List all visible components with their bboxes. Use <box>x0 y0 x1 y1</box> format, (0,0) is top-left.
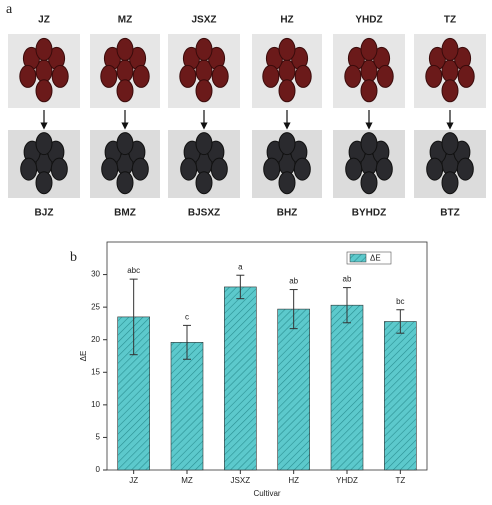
legend-label: ΔE <box>370 254 381 263</box>
jujube <box>116 132 134 156</box>
jujube <box>262 64 280 88</box>
y-axis-label: ΔE <box>79 351 88 362</box>
photo-label: BTZ <box>440 208 459 219</box>
jujube <box>35 79 53 103</box>
jujube <box>278 132 296 156</box>
jujube <box>195 79 213 103</box>
jujube <box>375 157 393 181</box>
jujube <box>19 64 37 88</box>
jujube <box>425 64 443 88</box>
annotation: a <box>238 262 243 271</box>
x-tick-label: TZ <box>395 476 405 485</box>
jujube <box>293 157 311 181</box>
jujube <box>116 37 134 61</box>
y-tick-label: 25 <box>91 302 100 311</box>
jujube <box>100 64 118 88</box>
jujube <box>101 157 119 181</box>
jujube <box>116 79 134 103</box>
y-tick-label: 5 <box>96 433 101 442</box>
bar <box>330 304 364 471</box>
bar <box>170 342 204 471</box>
bar <box>277 308 310 471</box>
jujube <box>195 132 213 156</box>
panel-label: b <box>70 250 77 265</box>
jujube <box>35 132 53 156</box>
x-tick-label: JSXZ <box>231 476 251 485</box>
jujube <box>278 79 296 103</box>
jujube <box>345 157 363 181</box>
y-tick-label: 20 <box>91 335 100 344</box>
y-tick-label: 0 <box>96 465 101 474</box>
plot-frame <box>106 241 428 471</box>
y-tick-label: 10 <box>91 400 100 409</box>
jujube <box>50 157 68 181</box>
y-tick-label: 15 <box>91 367 100 376</box>
jujube <box>360 37 378 61</box>
photo-label: TZ <box>444 15 456 26</box>
jujube <box>51 64 69 88</box>
photo-label: BJSXZ <box>188 208 220 219</box>
jujube <box>35 37 53 61</box>
annotation: ab <box>289 277 298 286</box>
x-tick-label: HZ <box>288 476 299 485</box>
jujube <box>441 171 459 195</box>
annotation: ab <box>343 275 352 284</box>
photo-label: BJZ <box>35 208 54 219</box>
annotation: c <box>185 312 189 321</box>
annotation: bc <box>396 297 404 306</box>
photo-label: BHZ <box>277 208 298 219</box>
annotation: abc <box>127 266 140 275</box>
jujube <box>360 171 378 195</box>
jujube <box>180 157 198 181</box>
jujube <box>195 37 213 61</box>
jujube <box>360 79 378 103</box>
photo-label: HZ <box>280 15 293 26</box>
jujube <box>116 171 134 195</box>
jujube <box>195 171 213 195</box>
jujube <box>20 157 38 181</box>
x-tick-label: JZ <box>129 476 138 485</box>
panel-label: a <box>6 2 13 17</box>
jujube <box>360 132 378 156</box>
jujube <box>131 157 149 181</box>
jujube <box>211 64 229 88</box>
photo-label: YHDZ <box>355 15 382 26</box>
bar <box>117 316 150 471</box>
jujube <box>441 37 459 61</box>
jujube <box>263 157 281 181</box>
jujube <box>456 157 474 181</box>
jujube <box>132 64 150 88</box>
photo-label: JZ <box>38 15 50 26</box>
bar <box>224 286 257 471</box>
jujube <box>294 64 312 88</box>
x-tick-label: YHDZ <box>336 476 358 485</box>
bar <box>384 321 417 471</box>
x-axis-label: Cultivar <box>253 489 280 498</box>
jujube <box>457 64 475 88</box>
photo-label: BYHDZ <box>352 208 386 219</box>
legend-swatch <box>349 253 367 263</box>
jujube <box>441 79 459 103</box>
jujube <box>35 171 53 195</box>
jujube <box>179 64 197 88</box>
jujube <box>278 171 296 195</box>
photo-label: BMZ <box>114 208 136 219</box>
jujube <box>376 64 394 88</box>
jujube <box>278 37 296 61</box>
jujube <box>441 132 459 156</box>
jujube <box>344 64 362 88</box>
photo-label: JSXZ <box>191 15 216 26</box>
jujube <box>426 157 444 181</box>
photo-label: MZ <box>118 15 132 26</box>
jujube <box>210 157 228 181</box>
x-tick-label: MZ <box>181 476 193 485</box>
y-tick-label: 30 <box>91 270 100 279</box>
